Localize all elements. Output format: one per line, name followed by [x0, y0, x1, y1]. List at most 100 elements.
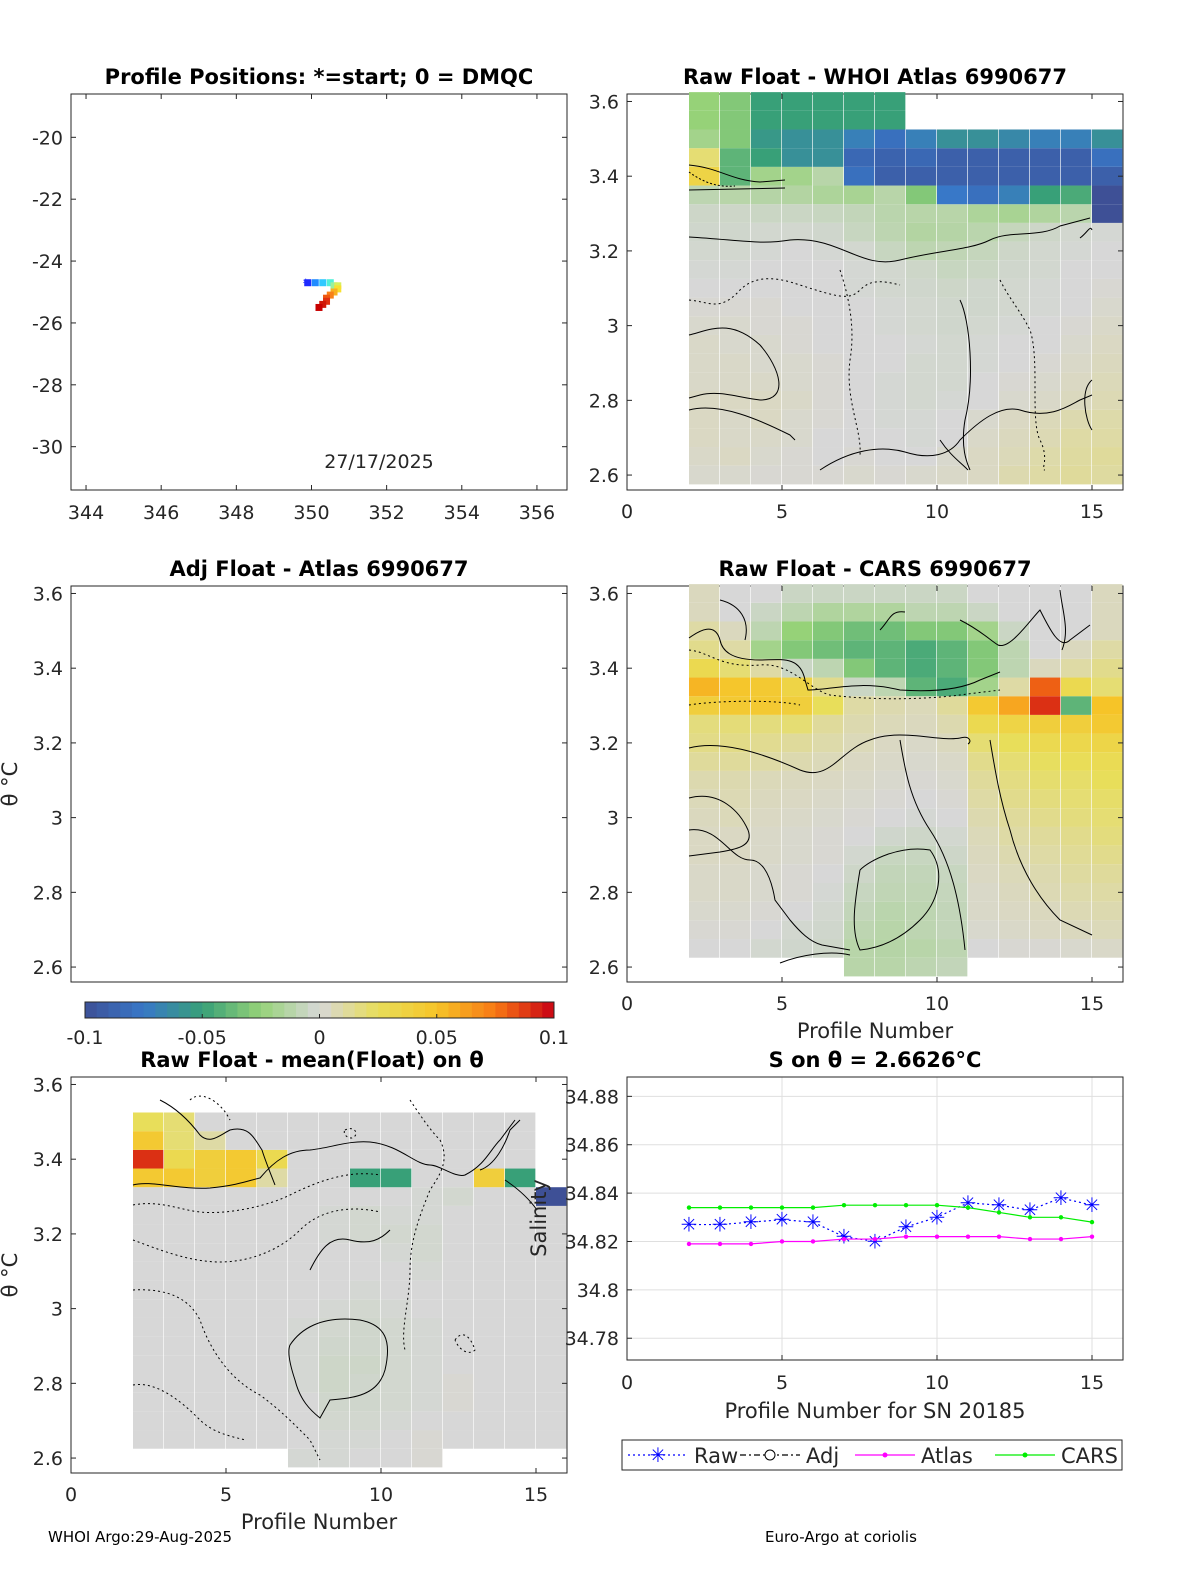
heatmap-cell: [813, 148, 844, 167]
heatmap-cell: [443, 1187, 474, 1206]
heatmap-cell: [844, 316, 875, 335]
heatmap-cell: [226, 1261, 257, 1281]
heatmap-cell: [319, 1317, 350, 1337]
heatmap-cell: [937, 808, 968, 827]
heatmap-cell: [937, 148, 968, 167]
heatmap-cell: [226, 1131, 257, 1150]
heatmap-cell: [968, 770, 999, 790]
heatmap-cell: [937, 129, 968, 149]
heatmap-cell: [999, 129, 1030, 149]
whoi-panel: Raw Float - WHOI Atlas 6990677 3.6 3.4 3.2…: [589, 65, 1124, 523]
heatmap-cell: [844, 901, 875, 921]
heatmap-cell: [1092, 733, 1123, 753]
heatmap-cell: [689, 920, 720, 940]
heatmap-cell: [782, 826, 813, 846]
heatmap-cell: [813, 110, 844, 130]
heatmap-cell: [1092, 148, 1123, 167]
start-star-marker: *: [303, 277, 309, 291]
heatmap-cell: [906, 316, 937, 335]
heatmap-cell: [937, 696, 968, 715]
heatmap-cell: [782, 621, 813, 641]
heatmap-cell: [720, 204, 751, 223]
series-atlas-line: [689, 1236, 1093, 1245]
heatmap-cell: [1092, 640, 1123, 659]
heatmap-cell: [381, 1261, 412, 1281]
heatmap-cell: [689, 428, 720, 448]
heatmap-cell: [689, 129, 720, 149]
heatmap-cell: [1061, 391, 1092, 410]
heatmap-cell: [381, 1168, 412, 1188]
heatmap-cell: [1061, 372, 1092, 391]
xtick-label: 5: [776, 501, 788, 523]
heatmap-cell: [906, 957, 937, 977]
heatmap-cell: [968, 714, 999, 734]
heatmap-cell: [412, 1280, 443, 1300]
heatmap-cell: [195, 1243, 226, 1262]
colorbar-segment: [366, 1002, 379, 1018]
heatmap-cell: [1061, 621, 1092, 641]
heatmap-cell: [1030, 752, 1061, 771]
cars-heatmap: [689, 584, 1123, 977]
heatmap-cell: [906, 789, 937, 809]
cars-point: [1089, 1219, 1095, 1225]
heatmap-cell: [751, 883, 782, 902]
heatmap-cell: [999, 465, 1030, 485]
heatmap-cell: [257, 1430, 288, 1449]
heatmap-cell: [288, 1224, 319, 1244]
heatmap-cell: [381, 1224, 412, 1244]
heatmap-cell: [1092, 222, 1123, 242]
heatmap-cell: [164, 1243, 195, 1262]
heatmap-cell: [1061, 129, 1092, 149]
colorbar-segment: [155, 1002, 168, 1018]
colorbar-tick-label: -0.1: [66, 1027, 103, 1049]
heatmap-cell: [999, 733, 1030, 753]
colorbar-segment: [401, 1002, 414, 1018]
heatmap-cell: [813, 447, 844, 466]
heatmap-cell: [968, 391, 999, 410]
heatmap-cell: [906, 185, 937, 205]
heatmap-cell: [350, 1317, 381, 1337]
positions-date-label: 27/17/2025: [324, 451, 434, 473]
heatmap-cell: [906, 204, 937, 223]
heatmap-cell: [1030, 808, 1061, 827]
heatmap-cell: [257, 1243, 288, 1262]
heatmap-cell: [1092, 584, 1123, 603]
xtick-label: 15: [1080, 501, 1104, 523]
heatmap-cell: [412, 1261, 443, 1281]
heatmap-cell: [782, 409, 813, 429]
heatmap-cell: [443, 1299, 474, 1318]
heatmap-cell: [844, 714, 875, 734]
heatmap-cell: [689, 602, 720, 622]
heatmap-cell: [968, 920, 999, 940]
heatmap-cell: [813, 316, 844, 335]
heatmap-cell: [226, 1205, 257, 1225]
heatmap-cell: [1061, 148, 1092, 167]
cars-panel: Raw Float - CARS 6990677 3.6 3.4 3.2 3 2.8 2.…: [589, 557, 1124, 1043]
heatmap-cell: [720, 826, 751, 846]
heatmap-cell: [813, 714, 844, 734]
heatmap-cell: [937, 864, 968, 883]
heatmap-cell: [1061, 447, 1092, 466]
heatmap-cell: [875, 465, 906, 485]
atlas-point: [872, 1236, 878, 1242]
position-marker: [330, 282, 338, 290]
heatmap-cell: [288, 1112, 319, 1132]
atlas-point: [841, 1236, 847, 1242]
heatmap-cell: [226, 1224, 257, 1244]
heatmap-cell: [782, 297, 813, 317]
heatmap-cell: [381, 1205, 412, 1225]
heatmap-cell: [875, 353, 906, 373]
heatmap-cell: [906, 278, 937, 298]
heatmap-cell: [813, 808, 844, 827]
heatmap-cell: [937, 353, 968, 373]
heatmap-cell: [689, 677, 720, 697]
heatmap-cell: [133, 1430, 164, 1449]
heatmap-cell: [782, 808, 813, 827]
heatmap-cell: [1061, 696, 1092, 715]
colorbar-segment: [495, 1002, 508, 1018]
heatmap-cell: [1061, 316, 1092, 335]
heatmap-cell: [875, 658, 906, 678]
heatmap-cell: [1092, 334, 1123, 354]
xtick-label: 0: [621, 993, 633, 1015]
heatmap-cell: [689, 789, 720, 809]
